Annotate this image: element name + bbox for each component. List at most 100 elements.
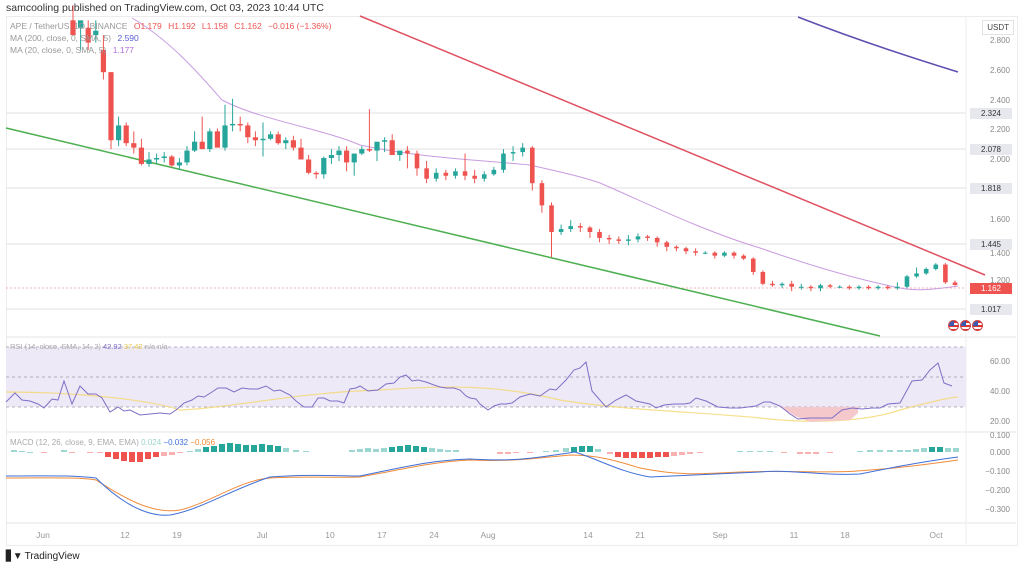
price-tick: 2.200 xyxy=(989,125,1010,134)
macd-legend[interactable]: MACD (12, 26, close, 9, EMA, EMA) 0.024 … xyxy=(10,438,215,447)
ohlc-change: −0.016 (−1.36%) xyxy=(268,21,332,31)
current-price-label: 1.162 xyxy=(970,283,1012,294)
candle-body xyxy=(674,246,679,249)
candle-body xyxy=(108,72,114,141)
candle-body xyxy=(366,149,372,151)
candle-body xyxy=(683,248,689,252)
candle-body xyxy=(501,153,506,170)
symbol-name[interactable]: APE / TetherUS, 1D, BINANCE xyxy=(10,21,128,31)
candle-body xyxy=(472,175,477,179)
macd-histogram-bar xyxy=(405,445,411,452)
rsi-legend[interactable]: RSI (14, close, SMA, 14, 2) 42.92 37.42 … xyxy=(10,342,168,351)
candle-body xyxy=(321,157,327,175)
macd-histogram-bar xyxy=(437,449,443,452)
candle-body xyxy=(100,49,106,73)
candle-body xyxy=(154,157,160,160)
candle-body xyxy=(146,159,152,164)
macd-histogram-bar xyxy=(97,452,103,453)
macd-histogram-bar xyxy=(857,451,863,452)
macd-histogram-bar xyxy=(267,445,273,452)
ohlc-low: L1.158 xyxy=(201,21,228,31)
candle-body xyxy=(176,162,182,166)
macd-histogram-bar xyxy=(757,451,763,452)
candle-body xyxy=(192,141,198,151)
currency-unit-button[interactable]: USDT xyxy=(982,20,1014,35)
level-label: 1.445 xyxy=(970,239,1012,250)
macd-histogram-bar xyxy=(235,444,241,452)
candle-body xyxy=(606,237,612,240)
price-tick: 2.000 xyxy=(989,155,1010,164)
us-flag-icon[interactable] xyxy=(960,320,971,331)
macd-histogram-bar xyxy=(219,444,225,452)
candle-body xyxy=(443,172,449,176)
macd-histogram-bar xyxy=(797,452,803,454)
price-tick: 2.400 xyxy=(989,96,1010,105)
macd-histogram-bar xyxy=(87,452,93,453)
candle-body xyxy=(558,229,564,232)
macd-histogram-bar xyxy=(169,452,175,455)
x-tick: Aug xyxy=(480,530,496,540)
macd-histogram-bar xyxy=(747,451,753,452)
macd-histogram-bar xyxy=(913,449,919,452)
macd-histogram-bar xyxy=(615,452,621,457)
x-tick: 24 xyxy=(429,530,439,540)
macd-histogram-bar xyxy=(737,451,743,452)
level-label: 2.324 xyxy=(970,108,1012,119)
macd-histogram-bar xyxy=(145,452,151,459)
macd-histogram-bar xyxy=(195,449,201,452)
macd-histogram-bar xyxy=(579,446,585,452)
level-label: 2.078 xyxy=(970,144,1012,155)
candle-body xyxy=(116,125,122,141)
ma20-legend[interactable]: MA (20, close, 0, SMA, 5) 1.177 xyxy=(10,45,138,55)
macd-histogram-bar xyxy=(553,450,559,452)
macd-histogram-bar xyxy=(887,450,893,452)
macd-histogram-bar xyxy=(453,450,459,452)
price-tick: 1.200 xyxy=(989,276,1010,285)
ohlc-open: O1.179 xyxy=(133,21,162,31)
symbol-legend: APE / TetherUS, 1D, BINANCE O1.179 H1.19… xyxy=(10,21,335,31)
macd-histogram-bar xyxy=(867,450,873,452)
brand-name: TradingView xyxy=(24,551,80,562)
candle-body xyxy=(626,239,631,241)
macd-histogram-bar xyxy=(61,450,67,452)
candle-body xyxy=(789,283,794,287)
candle-body xyxy=(245,125,251,138)
macd-histogram-bar xyxy=(631,452,637,458)
rsi-line xyxy=(5,360,953,420)
us-flag-icon[interactable] xyxy=(972,320,983,331)
candle-body xyxy=(933,264,939,269)
rsi-extra: n/a n/a xyxy=(144,342,168,351)
macd-histogram-bar xyxy=(805,452,811,454)
macd-histogram-bar xyxy=(953,448,959,452)
macd-signal-value: −0.056 xyxy=(190,438,216,447)
price-tick: 2.600 xyxy=(989,66,1010,75)
candle-body xyxy=(78,20,84,28)
macd-histogram-bar xyxy=(505,452,511,454)
publish-info: samcooling published on TradingView.com,… xyxy=(6,2,324,14)
candle-body xyxy=(306,159,312,173)
candle-body xyxy=(895,286,900,289)
macd-histogram-bar xyxy=(905,450,911,452)
macd-signal-line xyxy=(5,454,959,512)
candle-body xyxy=(520,147,525,153)
macd-histogram-bar xyxy=(897,450,903,452)
macd-histogram-bar xyxy=(177,452,183,453)
tradingview-logo[interactable]: ▋▼ TradingView xyxy=(6,551,80,562)
macd-histogram-bar xyxy=(19,451,25,452)
macd-histogram-bar xyxy=(877,450,883,452)
us-flag-icon[interactable] xyxy=(948,320,959,331)
macd-histogram-bar xyxy=(429,448,435,452)
candle-body xyxy=(424,168,429,179)
candle-body xyxy=(344,150,350,163)
tradingview-logo-icon: ▋▼ xyxy=(6,551,23,562)
candle-body xyxy=(260,138,266,141)
ma20-value: 1.177 xyxy=(112,45,135,55)
macd-histogram-bar xyxy=(243,445,249,452)
events-markers[interactable] xyxy=(948,320,983,331)
candle-body xyxy=(359,149,365,154)
candle-body xyxy=(885,286,891,289)
macd-histogram-bar xyxy=(227,443,233,452)
ma200-legend[interactable]: MA (200, close, 0, SMA, 5) 2.590 xyxy=(10,33,143,43)
x-tick: 11 xyxy=(789,530,799,540)
